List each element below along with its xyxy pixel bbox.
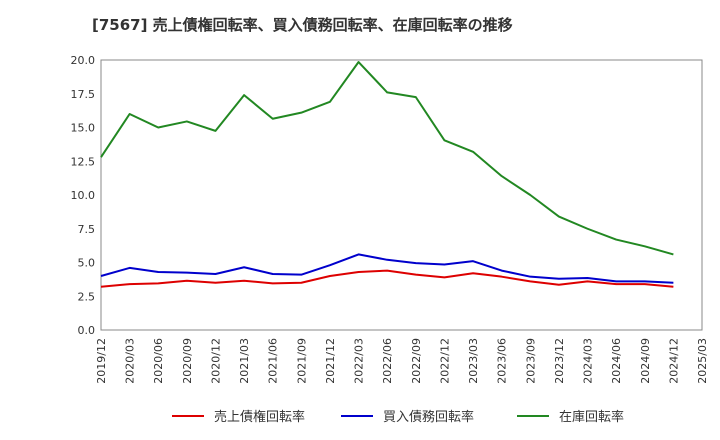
x-tick-label: 2024/12 (667, 338, 680, 384)
y-tick-label: 12.5 (71, 155, 96, 168)
x-tick-label: 2020/06 (152, 338, 165, 384)
x-tick-label: 2019/12 (95, 338, 108, 384)
plot-area (100, 59, 703, 331)
x-tick-label: 2021/06 (267, 338, 280, 384)
legend: 売上債権回転率 買入債務回転率 在庫回転率 (172, 409, 624, 425)
y-tick-label: 10.0 (71, 189, 96, 202)
y-tick-label: 15.0 (71, 122, 96, 135)
x-tick-label: 2023/06 (496, 338, 509, 384)
series-line-3 (100, 61, 674, 256)
x-tick-label: 2021/03 (238, 338, 251, 384)
x-tick-label: 2022/03 (353, 338, 366, 384)
tick-labels: 0.0 2.5 5.0 7.5 10.0 12.5 15.0 17.5 20.0 2019/12 2… (71, 54, 710, 384)
series-lines (100, 61, 674, 288)
x-tick-label: 2022/09 (410, 338, 423, 384)
y-tick-label: 7.5 (78, 223, 96, 236)
series-line-2 (100, 253, 674, 284)
y-tick-label: 0.0 (78, 324, 96, 337)
x-tick-label: 2023/09 (524, 338, 537, 384)
x-tick-label: 2021/09 (295, 338, 308, 384)
legend-label-3: 在庫回転率 (559, 409, 624, 425)
series-line-1 (100, 269, 674, 288)
y-tick-label: 5.0 (78, 257, 96, 270)
x-tick-label: 2024/03 (582, 338, 595, 384)
x-tick-label: 2021/12 (324, 338, 337, 384)
x-tick-label: 2020/03 (124, 338, 137, 384)
x-tick-label: 2022/06 (381, 338, 394, 384)
legend-label-1: 売上債権回転率 (214, 409, 305, 425)
y-tick-label: 17.5 (71, 88, 96, 101)
axes (100, 59, 703, 331)
x-tick-label: 2024/09 (639, 338, 652, 384)
x-tick-label: 2024/06 (610, 338, 623, 384)
x-tick-label: 2023/12 (553, 338, 566, 384)
y-tick-label: 20.0 (71, 54, 96, 67)
legend-label-2: 買入債務回転率 (383, 409, 474, 425)
y-tick-label: 2.5 (78, 290, 96, 303)
x-tick-label: 2023/03 (467, 338, 480, 384)
chart-title: [7567] 売上債権回転率、買入債務回転率、在庫回転率の推移 (92, 16, 513, 34)
x-tick-label: 2020/12 (209, 338, 222, 384)
x-tick-label: 2020/09 (181, 338, 194, 384)
x-tick-label: 2025/03 (696, 338, 709, 384)
x-tick-label: 2022/12 (438, 338, 451, 384)
